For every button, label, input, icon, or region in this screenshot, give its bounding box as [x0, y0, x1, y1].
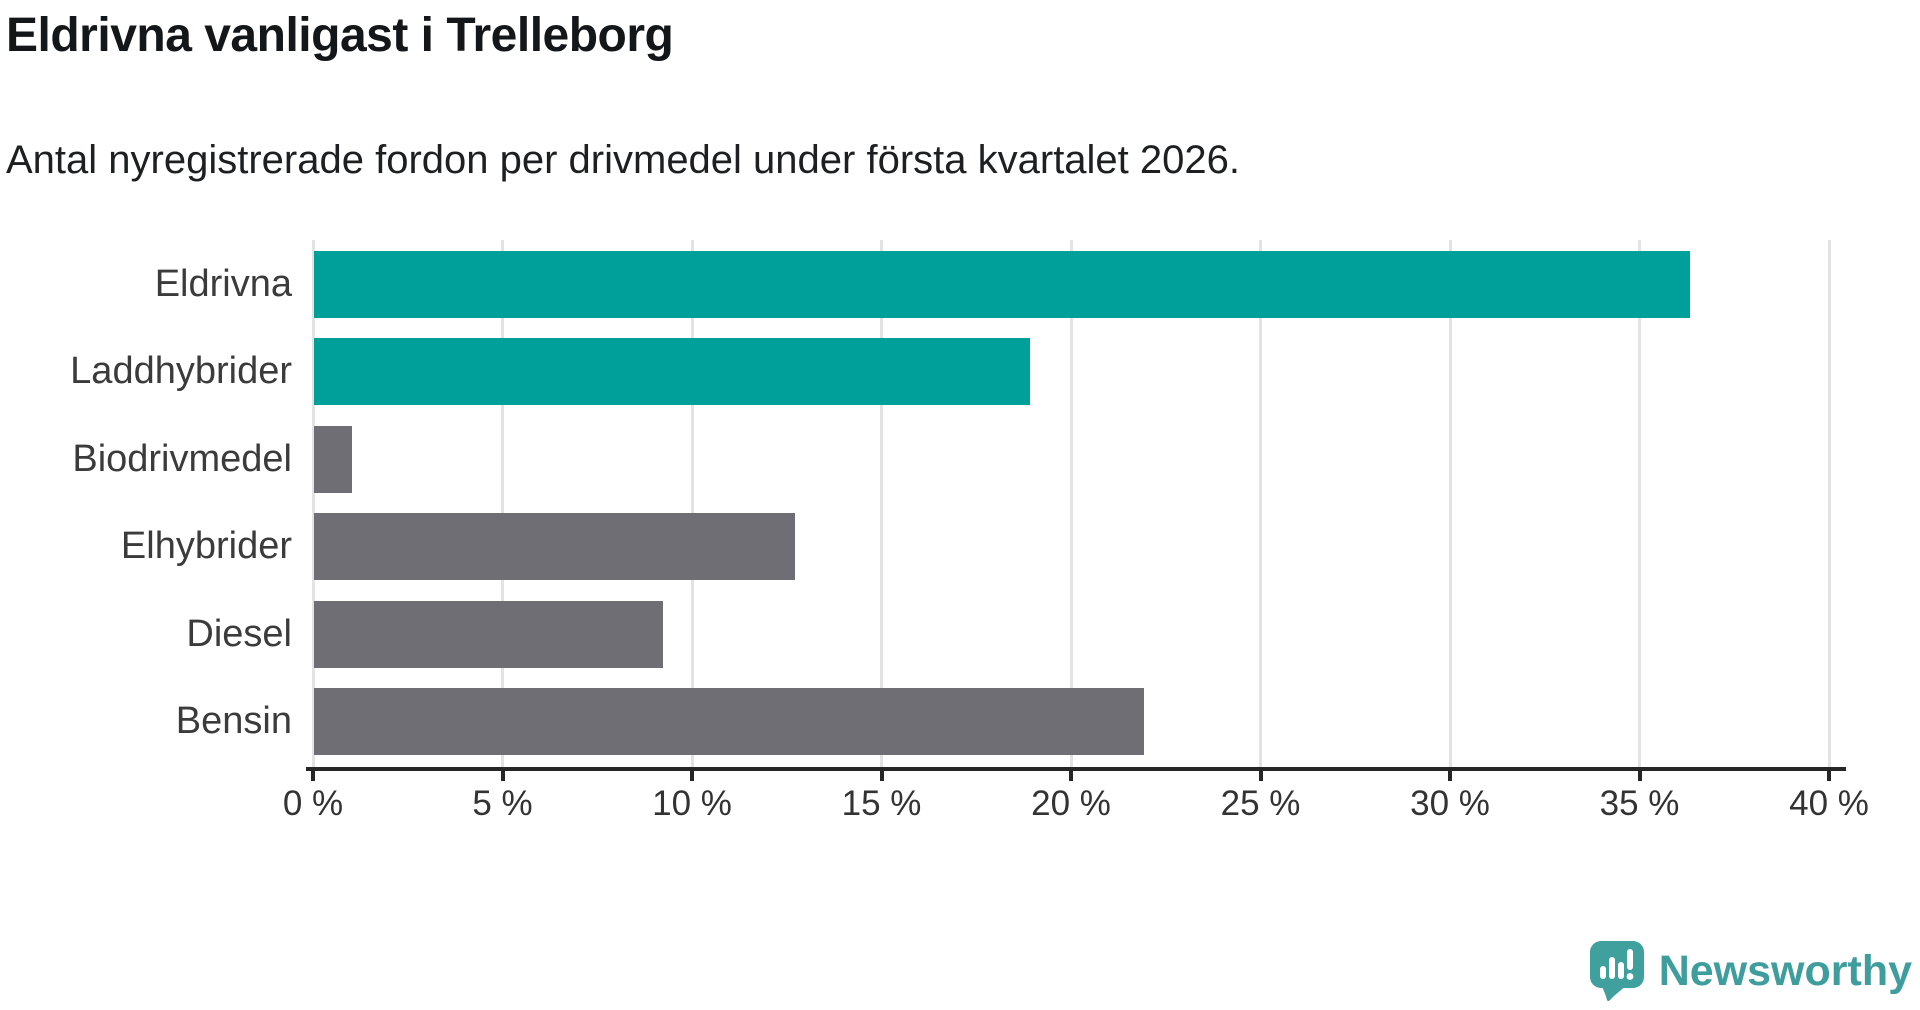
bar	[314, 425, 352, 493]
category-label: Diesel	[186, 612, 292, 655]
x-axis-tick-label: 40 %	[1789, 784, 1869, 823]
category-label: Laddhybrider	[70, 350, 292, 393]
bar	[314, 338, 1031, 406]
bar-row: Biodrivmedel	[0, 425, 1920, 493]
gridline	[1638, 240, 1641, 767]
x-axis-tick	[500, 771, 505, 781]
bar-row: Diesel	[0, 600, 1920, 668]
newsworthy-logo-icon	[1589, 941, 1644, 1001]
x-axis-tick-label: 25 %	[1220, 784, 1301, 823]
chart-title: Eldrivna vanligast i Trelleborg	[6, 9, 674, 62]
bar-row: Elhybrider	[0, 513, 1920, 581]
bar	[314, 600, 663, 668]
x-axis-line	[306, 767, 1846, 771]
bar-row: Eldrivna	[0, 251, 1920, 318]
gridline	[1259, 240, 1262, 767]
x-axis-tick	[1827, 771, 1831, 781]
newsworthy-logo: Newsworthy	[1589, 940, 1912, 1002]
x-axis-tick	[1637, 771, 1642, 781]
gridline	[880, 240, 883, 767]
newsworthy-wordmark: Newsworthy	[1658, 946, 1912, 995]
bar-row: Bensin	[0, 688, 1920, 755]
x-axis-tick	[1258, 771, 1263, 781]
x-axis-tick	[1069, 771, 1073, 781]
bar	[314, 251, 1690, 318]
x-axis-tick	[311, 771, 315, 781]
category-label: Bensin	[175, 700, 292, 742]
x-axis-tick	[690, 771, 694, 781]
bar	[314, 513, 796, 581]
category-label: Eldrivna	[154, 263, 292, 305]
gridline	[311, 240, 315, 767]
x-axis-tick	[1448, 771, 1452, 781]
category-label: Biodrivmedel	[72, 437, 292, 480]
gridline	[1827, 240, 1831, 767]
bar-row: Laddhybrider	[0, 338, 1920, 406]
x-axis-tick-label: 35 %	[1599, 784, 1680, 823]
gridline	[1069, 240, 1073, 767]
gridline	[690, 240, 694, 767]
x-axis-tick-label: 10 %	[652, 784, 732, 823]
gridline	[501, 240, 504, 767]
x-axis-tick-label: 15 %	[841, 784, 922, 823]
x-axis-tick-label: 0 %	[282, 784, 344, 823]
bar	[314, 688, 1144, 755]
gridline	[1448, 240, 1452, 767]
x-axis-tick	[879, 771, 884, 781]
x-axis-tick-label: 30 %	[1410, 784, 1490, 823]
category-label: Elhybrider	[120, 525, 292, 568]
x-axis-tick-label: 20 %	[1031, 784, 1111, 823]
chart-subtitle: Antal nyregistrerade fordon per drivmede…	[6, 138, 1241, 182]
x-axis-tick-label: 5 %	[472, 784, 533, 823]
